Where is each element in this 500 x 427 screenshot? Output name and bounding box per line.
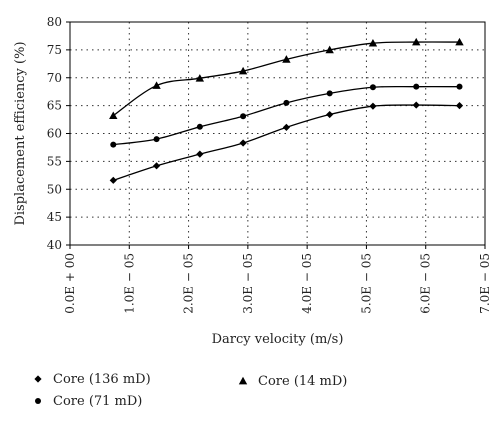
data-point-triangle bbox=[282, 55, 291, 63]
y-tick-label: 70 bbox=[47, 71, 62, 85]
data-point-triangle bbox=[152, 81, 161, 89]
y-tick-label: 50 bbox=[47, 182, 62, 196]
y-axis: 40 45 50 55 60 65 70 75 80 bbox=[47, 15, 70, 252]
data-point-diamond bbox=[34, 375, 42, 383]
data-point-circle bbox=[413, 83, 420, 90]
y-tick-label: 65 bbox=[47, 99, 62, 113]
y-tick-label: 40 bbox=[47, 238, 62, 252]
x-tick-label: 1.0E − 05 bbox=[122, 253, 136, 314]
series-line bbox=[113, 104, 460, 181]
data-point-circle bbox=[326, 90, 333, 97]
data-point-triangle bbox=[368, 38, 378, 47]
y-axis-title: Displacement efficiency (%) bbox=[13, 41, 28, 225]
data-point-circle bbox=[153, 136, 160, 143]
x-tick-label: 6.0E − 05 bbox=[419, 253, 433, 314]
legend-item: Core (136 mD) bbox=[34, 372, 151, 387]
data-point-triangle bbox=[109, 111, 118, 120]
x-tick-label: 4.0E − 05 bbox=[300, 253, 314, 314]
legend-label: Core (71 mD) bbox=[53, 394, 142, 409]
x-axis-title: Darcy velocity (m/s) bbox=[212, 332, 344, 347]
legend: Core (136 mD) Core (71 mD) Core (14 mD) bbox=[34, 372, 347, 409]
x-tick-label: 7.0E − 05 bbox=[478, 253, 492, 314]
data-point-triangle bbox=[455, 37, 464, 46]
x-tick-label: 3.0E − 05 bbox=[241, 253, 255, 314]
legend-label: Core (14 mD) bbox=[258, 374, 347, 389]
data-point-diamond bbox=[239, 139, 247, 147]
legend-item: Core (14 mD) bbox=[238, 374, 347, 389]
data-point-triangle bbox=[195, 74, 205, 82]
data-point-diamond bbox=[282, 123, 290, 131]
legend-item: Core (71 mD) bbox=[35, 394, 142, 409]
y-tick-label: 55 bbox=[47, 154, 62, 168]
data-point-triangle bbox=[412, 37, 421, 46]
data-point-diamond bbox=[412, 101, 420, 109]
series-triangle bbox=[109, 37, 464, 120]
series-circle bbox=[110, 83, 463, 148]
series-diamond bbox=[109, 101, 464, 184]
data-point-diamond bbox=[152, 162, 161, 170]
data-point-circle bbox=[369, 84, 376, 91]
data-point-circle bbox=[196, 123, 203, 130]
data-point-triangle bbox=[238, 66, 248, 75]
data-point-diamond bbox=[369, 102, 377, 110]
x-axis: 0.0E + 00 1.0E − 05 2.0E − 05 3.0E − 05 4.0E… bbox=[63, 245, 492, 314]
data-point-diamond bbox=[455, 102, 464, 110]
legend-label: Core (136 mD) bbox=[53, 372, 151, 387]
data-point-circle bbox=[240, 113, 247, 120]
data-point-circle bbox=[35, 398, 41, 404]
y-tick-label: 80 bbox=[47, 15, 62, 29]
grid bbox=[70, 22, 485, 245]
data-point-diamond bbox=[326, 110, 334, 119]
y-tick-label: 60 bbox=[47, 127, 62, 141]
y-tick-label: 75 bbox=[47, 43, 62, 57]
series-layer bbox=[109, 37, 464, 184]
x-tick-label: 0.0E + 00 bbox=[63, 253, 77, 314]
data-point-circle bbox=[283, 99, 290, 106]
data-point-diamond bbox=[109, 176, 117, 184]
data-point-circle bbox=[456, 83, 463, 90]
data-point-triangle bbox=[325, 45, 334, 54]
data-point-circle bbox=[110, 141, 117, 148]
x-tick-label: 2.0E − 05 bbox=[182, 253, 196, 314]
x-tick-label: 5.0E − 05 bbox=[359, 253, 373, 314]
data-point-diamond bbox=[196, 150, 204, 158]
y-tick-label: 45 bbox=[47, 210, 62, 224]
data-point-triangle bbox=[238, 376, 248, 385]
series-line bbox=[113, 85, 460, 146]
